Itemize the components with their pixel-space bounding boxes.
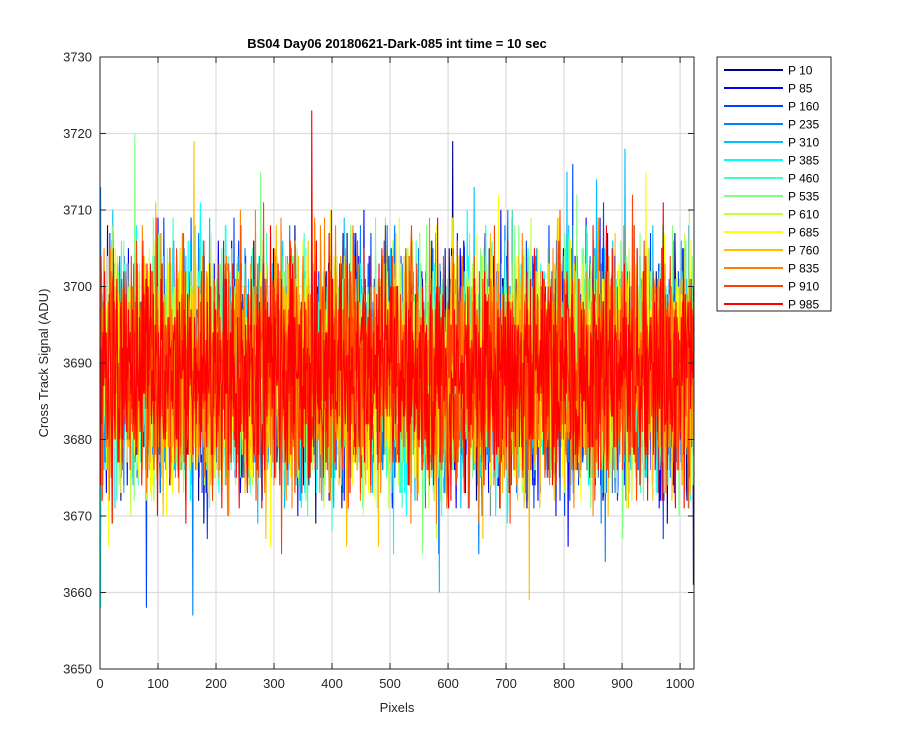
legend-item[interactable]: P 610 bbox=[724, 208, 819, 222]
legend-item[interactable]: P 985 bbox=[724, 298, 819, 312]
x-tick-label: 900 bbox=[611, 676, 633, 691]
legend-label: P 685 bbox=[788, 226, 819, 240]
y-tick-label: 3700 bbox=[63, 279, 92, 294]
legend-item[interactable]: P 760 bbox=[724, 244, 819, 258]
y-axis-label: Cross Track Signal (ADU) bbox=[36, 289, 51, 438]
y-tick-label: 3730 bbox=[63, 50, 92, 65]
series-layer bbox=[99, 110, 695, 616]
legend-item[interactable]: P 685 bbox=[724, 226, 819, 240]
legend-item[interactable]: P 85 bbox=[724, 82, 813, 96]
legend-items: P 10 P 85 P 160 P 235 P 310 P 385 P 460 P 535 P … bbox=[724, 64, 819, 312]
legend-item[interactable]: P 835 bbox=[724, 262, 819, 276]
y-tick-label: 3650 bbox=[63, 662, 92, 677]
x-axis-label: Pixels bbox=[380, 700, 415, 715]
y-tick-label: 3720 bbox=[63, 126, 92, 141]
legend-item[interactable]: P 235 bbox=[724, 118, 819, 132]
y-tick-label: 3710 bbox=[63, 203, 92, 218]
series-line bbox=[99, 110, 695, 524]
legend-item[interactable]: P 310 bbox=[724, 136, 819, 150]
y-tick-label: 3690 bbox=[63, 356, 92, 371]
legend-item[interactable]: P 385 bbox=[724, 154, 819, 168]
legend-label: P 610 bbox=[788, 208, 819, 222]
legend-label: P 160 bbox=[788, 100, 819, 114]
legend-item[interactable]: P 535 bbox=[724, 190, 819, 204]
legend-label: P 760 bbox=[788, 244, 819, 258]
series-line bbox=[99, 209, 695, 524]
legend-label: P 85 bbox=[788, 82, 813, 96]
x-tick-label: 700 bbox=[495, 676, 517, 691]
legend-label: P 535 bbox=[788, 190, 819, 204]
legend-label: P 310 bbox=[788, 136, 819, 150]
legend-item[interactable]: P 460 bbox=[724, 172, 819, 186]
x-tick-label: 800 bbox=[553, 676, 575, 691]
legend-item[interactable]: P 10 bbox=[724, 64, 813, 78]
x-tick-label: 500 bbox=[379, 676, 401, 691]
x-tick-label: 100 bbox=[147, 676, 169, 691]
x-tick-label: 600 bbox=[437, 676, 459, 691]
x-tick-label: 1000 bbox=[666, 676, 695, 691]
legend-label: P 10 bbox=[788, 64, 813, 78]
tick-labels: 0 100 200 300 400 500 600 700 800 900 1000 3650 3660… bbox=[63, 50, 694, 692]
chart-title: BS04 Day06 20180621-Dark-085 int time = … bbox=[247, 36, 547, 51]
y-tick-label: 3680 bbox=[63, 432, 92, 447]
legend[interactable]: P 10 P 85 P 160 P 235 P 310 P 385 P 460 P 535 P … bbox=[716, 56, 832, 312]
legend-label: P 460 bbox=[788, 172, 819, 186]
y-tick-label: 3670 bbox=[63, 509, 92, 524]
legend-item[interactable]: P 160 bbox=[724, 100, 819, 114]
plot-area bbox=[99, 56, 695, 670]
legend-item[interactable]: P 910 bbox=[724, 280, 819, 294]
x-tick-label: 0 bbox=[96, 676, 103, 691]
x-tick-label: 200 bbox=[205, 676, 227, 691]
y-tick-label: 3660 bbox=[63, 585, 92, 600]
legend-label: P 910 bbox=[788, 280, 819, 294]
legend-label: P 235 bbox=[788, 118, 819, 132]
legend-label: P 835 bbox=[788, 262, 819, 276]
x-tick-label: 400 bbox=[321, 676, 343, 691]
legend-label: P 985 bbox=[788, 298, 819, 312]
axes-box bbox=[99, 56, 695, 670]
x-tick-label: 300 bbox=[263, 676, 285, 691]
legend-label: P 385 bbox=[788, 154, 819, 168]
